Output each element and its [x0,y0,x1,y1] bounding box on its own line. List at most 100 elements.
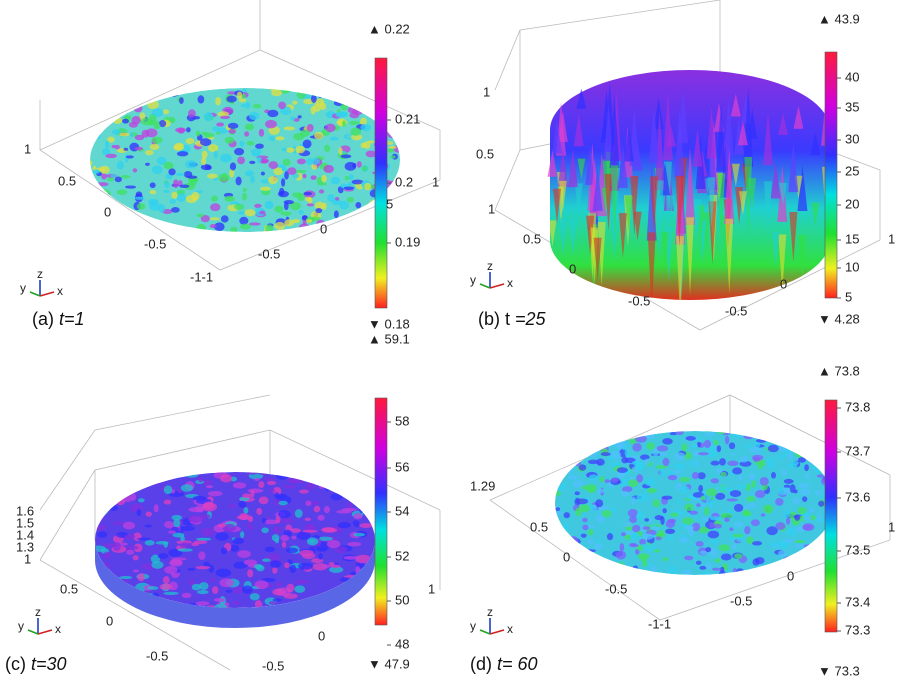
surface-spike [550,220,557,247]
surface-blob [212,126,220,132]
surface-blob [238,500,247,508]
surface-blob [250,489,255,498]
surface-blob [640,454,650,460]
surface-blob [655,465,668,469]
surface-blob [642,559,648,568]
surface-blob [707,530,720,539]
surface-blob [344,161,357,171]
surface-blob [710,478,719,484]
surface-blob [215,532,229,541]
surface-blob [187,175,198,179]
surface-blob [678,536,689,544]
surface-blob [807,448,819,458]
surface-blob [274,205,284,213]
surface-blob [815,537,823,547]
surface-blob [293,579,310,584]
surface-blob [562,465,574,474]
surface-blob [689,510,699,515]
surface-blob [684,503,694,512]
surface-blob [803,515,812,521]
axis-tick-label: 1 [483,84,490,99]
surface-blob [132,569,139,573]
surface-blob [239,140,245,147]
caption-time: t=1 [59,309,85,329]
colorbar [824,399,838,633]
surface-blob [248,516,254,522]
surface-blob [298,480,304,484]
surface-blob [227,122,239,129]
surface-blob [162,109,170,115]
surface-blob [311,94,317,103]
colorbar-tick-label: 48 [395,636,409,651]
surface-blob [95,545,106,552]
surface-blob [588,437,598,441]
surface-blob [279,518,294,524]
surface-blob [258,496,269,505]
surface-blob [646,487,658,494]
triad-label: x [57,284,63,298]
surface-blob [631,496,636,505]
surface-blob [388,145,397,150]
surface-blob [624,448,630,458]
surface-blob [113,117,123,124]
colorbar [374,57,388,309]
surface-blob [216,131,221,135]
triad-axis [29,291,41,297]
surface-blob [771,471,777,479]
surface-blob [298,209,304,215]
surface-blob [315,207,323,214]
surface-blob [330,564,341,568]
surface-blob [816,518,824,522]
surface-blob [153,504,159,513]
surface-spike [788,142,799,193]
surface-blob [351,600,362,604]
surface-blob [629,515,638,524]
surface-blob [97,96,107,103]
surface-blob [684,555,694,561]
surface-blob [267,176,278,185]
surface-blob [283,126,295,131]
surface-spike [623,126,634,162]
surface-blob [214,222,225,232]
axis-tick-label: -0.5 [628,293,650,308]
surface-blob [713,523,722,529]
surface-spike [737,121,748,146]
surface-spike [552,188,561,224]
surface-blob [98,493,105,500]
surface-blob [595,571,604,575]
surface-blob [567,573,575,575]
surface-spike [654,110,665,191]
surface-blob [602,570,610,575]
surface-blob [651,565,657,574]
triad-axis [37,629,53,635]
surface-blob [720,471,727,477]
surface-blob [766,457,775,466]
surface-blob [195,130,201,137]
surface-blob [355,201,362,209]
surface-blob [292,100,298,105]
triad-label: y [18,619,24,633]
surface-blob [261,517,267,524]
surface-blob [636,545,644,551]
surface-blob [716,445,722,453]
surface-blob [306,124,314,132]
surface-blob [125,155,134,159]
surface-blob [168,168,176,176]
surface-blob [814,490,822,496]
surface-blob [743,433,755,440]
surface-blob [353,532,366,537]
colorbar-min: ▼ 73.3 [818,663,860,678]
surface-blob [555,431,562,437]
surface-blob [97,531,108,538]
surface-blob [296,531,311,540]
surface-blob [587,459,599,465]
colorbar-min: ▼ 0.18 [368,316,410,331]
surface-spike [725,218,734,295]
surface-blob [555,445,562,454]
surface-blob [112,206,119,212]
surface-blob [185,472,198,478]
surface-blob [783,487,790,496]
surface-blob [697,452,709,456]
surface-blob [191,583,202,591]
surface-blob [95,476,103,485]
